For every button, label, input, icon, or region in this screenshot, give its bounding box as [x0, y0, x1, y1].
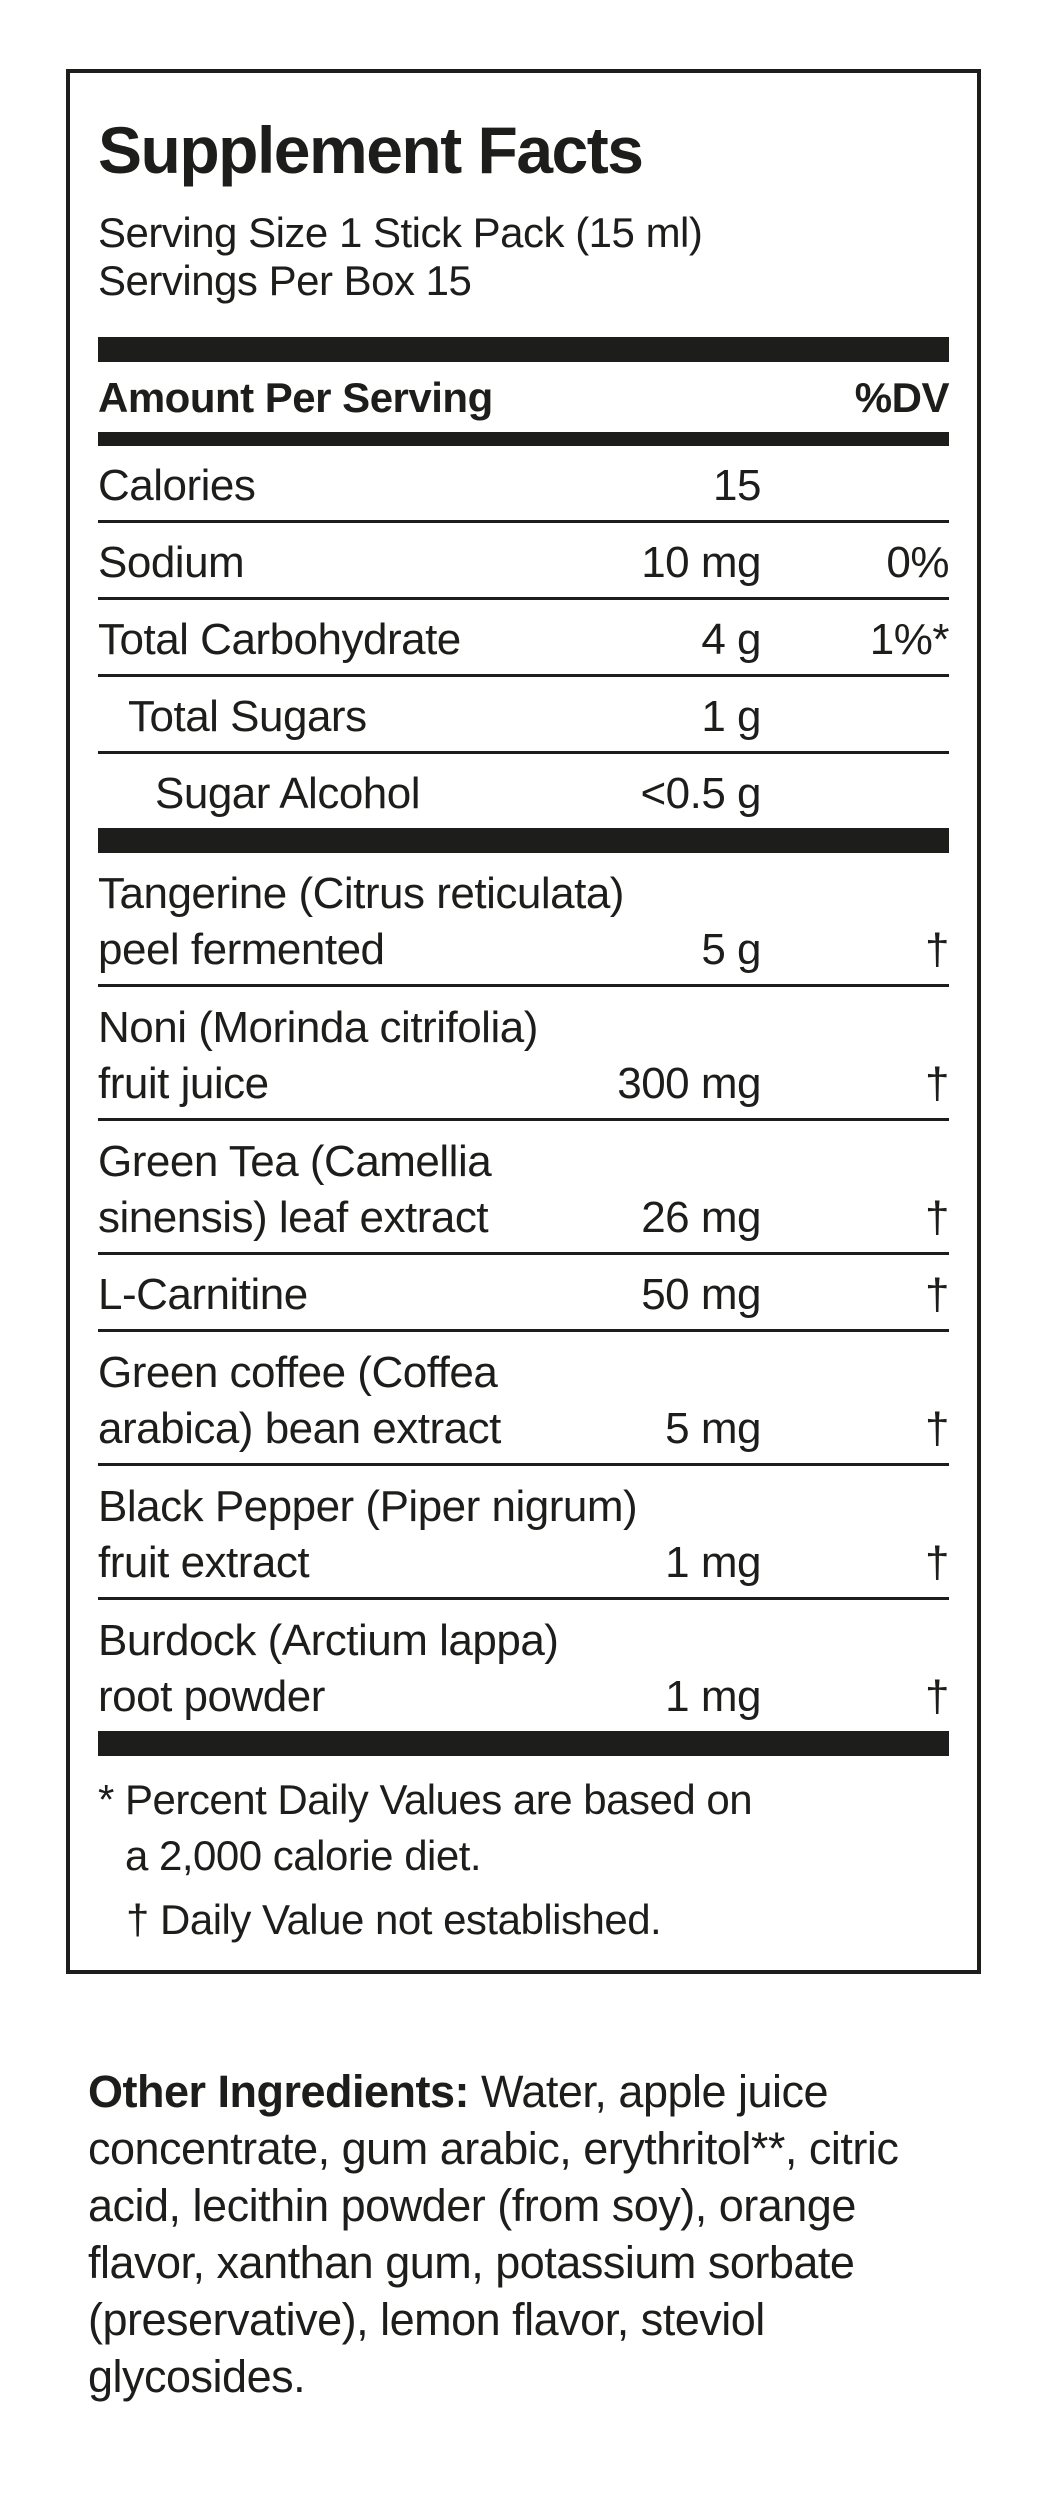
percent-dv-footnote-line1: * Percent Daily Values are based on — [98, 1776, 753, 1823]
botanical-dv-dagger: † — [925, 1404, 949, 1453]
amount-per-serving-header: Amount Per Serving — [98, 374, 493, 421]
other-ingredients-text: Water, apple juice concentrate, gum arab… — [88, 2066, 899, 2402]
botanical-name-line2: fruit extract — [98, 1538, 310, 1587]
servings-per-box-line: Servings Per Box 15 — [98, 257, 472, 304]
dagger-footnote: † Daily Value not established. — [126, 1896, 662, 1943]
nutrient-amount: <0.5 g — [640, 769, 761, 818]
botanical-name-line1: Tangerine (Citrus reticulata) — [98, 869, 624, 918]
botanical-row-green-coffee: Green coffee (Coffea arabica) bean extra… — [98, 1332, 950, 1466]
botanical-row-l-carnitine: L-Carnitine 50 mg † — [98, 1255, 950, 1332]
other-ingredients-label: Other Ingredients: — [88, 2066, 482, 2117]
botanical-row-black-pepper: Black Pepper (Piper nigrum) fruit extrac… — [98, 1466, 950, 1600]
botanical-name-line1: Green Tea (Camellia — [98, 1137, 492, 1186]
nutrient-name: Total Sugars — [128, 692, 367, 741]
footnotes: * Percent Daily Values are based on a 2,… — [98, 1756, 949, 1948]
divider-thick-bar — [98, 828, 949, 853]
nutrient-row-total-carbohydrate: Total Carbohydrate 4 g 1%* — [98, 600, 950, 677]
percent-dv-footnote-line2: a 2,000 calorie diet. — [125, 1832, 482, 1879]
botanical-name-line1: Burdock (Arctium lappa) — [98, 1616, 559, 1665]
percent-dv-header: %DV — [854, 374, 950, 421]
column-header-row: Amount Per Serving %DV — [98, 374, 950, 432]
nutrient-name: Sodium — [98, 538, 245, 587]
divider-medium-bar — [98, 432, 949, 446]
botanical-dv-dagger: † — [925, 1059, 949, 1108]
supplement-facts-panel: Supplement Facts Serving Size 1 Stick Pa… — [66, 69, 981, 1974]
nutrient-dv: 0% — [886, 538, 949, 587]
nutrient-row-total-sugars: Total Sugars 1 g — [98, 677, 949, 754]
botanical-row-green-tea: Green Tea (Camellia sinensis) leaf extra… — [98, 1121, 950, 1255]
divider-thick-bar — [98, 1731, 949, 1756]
botanical-row-noni: Noni (Morinda citrifolia) fruit juice 30… — [98, 987, 950, 1121]
nutrient-row-sugar-alcohol: Sugar Alcohol <0.5 g — [98, 754, 949, 828]
botanical-name-line1: Noni (Morinda citrifolia) — [98, 1003, 538, 1052]
nutrient-row-calories: Calories 15 — [98, 446, 949, 523]
botanical-name-line2: root powder — [98, 1672, 325, 1721]
botanical-amount: 300 mg — [617, 1059, 761, 1108]
botanical-name-line2: fruit juice — [98, 1059, 269, 1108]
serving-info: Serving Size 1 Stick Pack (15 ml) Servin… — [98, 209, 949, 305]
botanical-name-line1: Green coffee (Coffea — [98, 1348, 498, 1397]
nutrient-name: Calories — [98, 461, 256, 510]
nutrient-amount: 10 mg — [641, 538, 761, 587]
other-ingredients-paragraph: Other Ingredients: Water, apple juice co… — [88, 2063, 960, 2405]
botanical-name-line2: sinensis) leaf extract — [98, 1193, 489, 1242]
percent-dv-footnote: * Percent Daily Values are based on a 2,… — [98, 1772, 949, 1884]
botanical-dv-dagger: † — [925, 1193, 949, 1242]
botanical-name: L-Carnitine — [98, 1270, 308, 1319]
botanical-dv-dagger: † — [925, 1672, 949, 1721]
botanical-amount: 1 mg — [665, 1538, 761, 1587]
nutrient-dv: 1%* — [869, 615, 950, 664]
botanical-dv-dagger: † — [925, 1538, 949, 1587]
nutrient-amount: 15 — [713, 461, 761, 510]
botanical-row-tangerine: Tangerine (Citrus reticulata) peel ferme… — [98, 853, 950, 987]
nutrient-row-sodium: Sodium 10 mg 0% — [98, 523, 950, 600]
supplement-facts-title: Supplement Facts — [98, 113, 644, 187]
botanical-amount: 1 mg — [665, 1672, 761, 1721]
botanical-name-line1: Black Pepper (Piper nigrum) — [98, 1482, 638, 1531]
divider-thick-bar — [98, 337, 949, 362]
nutrient-amount: 4 g — [701, 615, 761, 664]
botanical-dv-dagger: † — [925, 925, 949, 974]
botanical-name-line2: peel fermented — [98, 925, 385, 974]
nutrient-name: Total Carbohydrate — [98, 615, 461, 664]
botanical-amount: 5 mg — [665, 1404, 761, 1453]
nutrient-name: Sugar Alcohol — [155, 769, 421, 818]
botanical-dv-dagger: † — [925, 1270, 949, 1319]
botanical-name-line2: arabica) bean extract — [98, 1404, 501, 1453]
botanical-row-burdock: Burdock (Arctium lappa) root powder 1 mg… — [98, 1600, 950, 1731]
nutrient-amount: 1 g — [701, 692, 761, 741]
serving-size-line: Serving Size 1 Stick Pack (15 ml) — [98, 209, 703, 256]
botanical-amount: 50 mg — [641, 1270, 761, 1319]
botanical-amount: 26 mg — [641, 1193, 761, 1242]
botanical-amount: 5 g — [701, 925, 761, 974]
